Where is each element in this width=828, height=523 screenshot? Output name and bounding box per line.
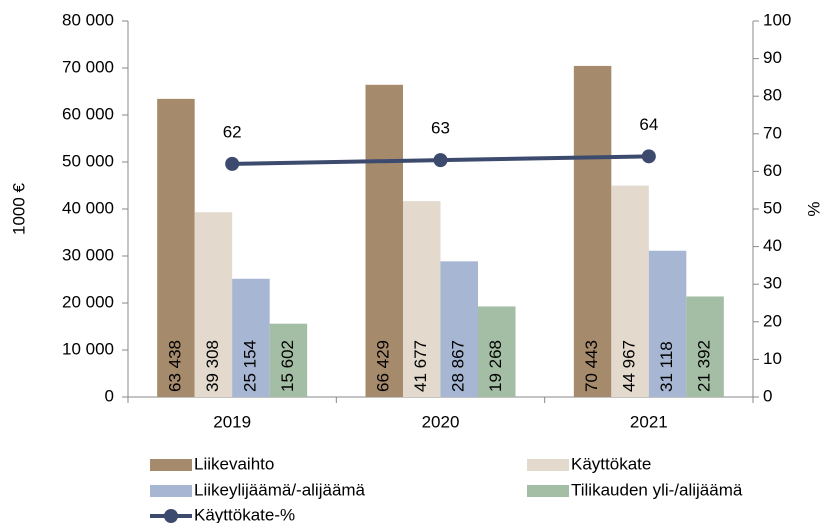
line-marker xyxy=(433,153,448,168)
bar-value-label: 63 438 xyxy=(165,340,184,392)
bar xyxy=(403,201,441,397)
bar xyxy=(365,84,403,398)
legend-swatch xyxy=(527,485,569,497)
bar-value-label: 21 392 xyxy=(695,340,714,392)
y2-tick-label: 50 xyxy=(763,198,782,217)
line-marker xyxy=(225,156,240,171)
y-tick-label: 30 000 xyxy=(62,245,114,264)
y2-tick-label: 40 xyxy=(763,236,782,255)
bar-value-label: 66 429 xyxy=(374,340,393,392)
bar xyxy=(157,98,195,397)
bar-value-label: 39 308 xyxy=(203,340,222,392)
y-tick-label: 50 000 xyxy=(62,151,114,170)
y2-tick-label: 20 xyxy=(763,311,782,330)
bar xyxy=(573,65,612,397)
bar xyxy=(440,261,478,397)
legend-label: Käyttökate-% xyxy=(194,505,295,523)
y2-tick-label: 100 xyxy=(763,10,791,29)
bar-value-label: 28 867 xyxy=(449,340,468,392)
x-tick-label: 2020 xyxy=(422,412,460,431)
y-tick-label: 20 000 xyxy=(62,292,114,311)
bar xyxy=(611,185,649,397)
legend-label: Liikevaihto xyxy=(194,454,274,473)
bar-value-label: 25 154 xyxy=(240,340,259,392)
y2-tick-label: 90 xyxy=(763,48,782,67)
bar-value-label: 41 677 xyxy=(411,340,430,392)
x-tick-label: 2019 xyxy=(213,412,251,431)
bar xyxy=(194,212,233,397)
bar-value-label: 15 602 xyxy=(278,340,297,392)
y-tick-label: 10 000 xyxy=(62,339,114,358)
y2-tick-label: 60 xyxy=(763,161,782,180)
y2-tick-label: 0 xyxy=(763,386,772,405)
bar xyxy=(478,306,516,397)
y2-tick-label: 70 xyxy=(763,123,782,142)
y-tick-label: 40 000 xyxy=(62,198,114,217)
legend-label: Liikeylijäämä/-alijäämä xyxy=(194,480,366,499)
y-tick-label: 0 xyxy=(105,386,114,405)
bar-value-label: 19 268 xyxy=(486,340,505,392)
bar xyxy=(269,323,308,397)
bar-value-label: 31 118 xyxy=(657,341,676,392)
y2-tick-label: 30 xyxy=(763,274,782,293)
x-tick-label: 2021 xyxy=(630,412,668,431)
y2-tick-label: 80 xyxy=(763,86,782,105)
legend-swatch-marker xyxy=(164,509,178,523)
line-value-label: 63 xyxy=(431,119,450,138)
bar-value-label: 70 443 xyxy=(582,340,601,392)
bar xyxy=(686,296,724,397)
y2-axis-title: % xyxy=(804,201,823,216)
y2-tick-label: 10 xyxy=(763,349,782,368)
bar xyxy=(232,278,270,397)
y-tick-label: 70 000 xyxy=(62,57,114,76)
legend-swatch xyxy=(150,459,192,471)
y-axis-title: 1000 € xyxy=(9,182,28,235)
line-value-label: 64 xyxy=(639,115,658,134)
legend-label: Tilikauden yli-/alijäämä xyxy=(571,480,743,499)
legend-label: Käyttökate xyxy=(571,454,651,473)
bar xyxy=(648,250,687,397)
legend-swatch xyxy=(527,459,569,471)
line-marker xyxy=(641,149,656,164)
line-value-label: 62 xyxy=(223,122,242,141)
legend-swatch xyxy=(150,485,192,497)
bar-value-label: 44 967 xyxy=(620,340,639,392)
y-tick-label: 80 000 xyxy=(62,10,114,29)
y-tick-label: 60 000 xyxy=(62,104,114,123)
